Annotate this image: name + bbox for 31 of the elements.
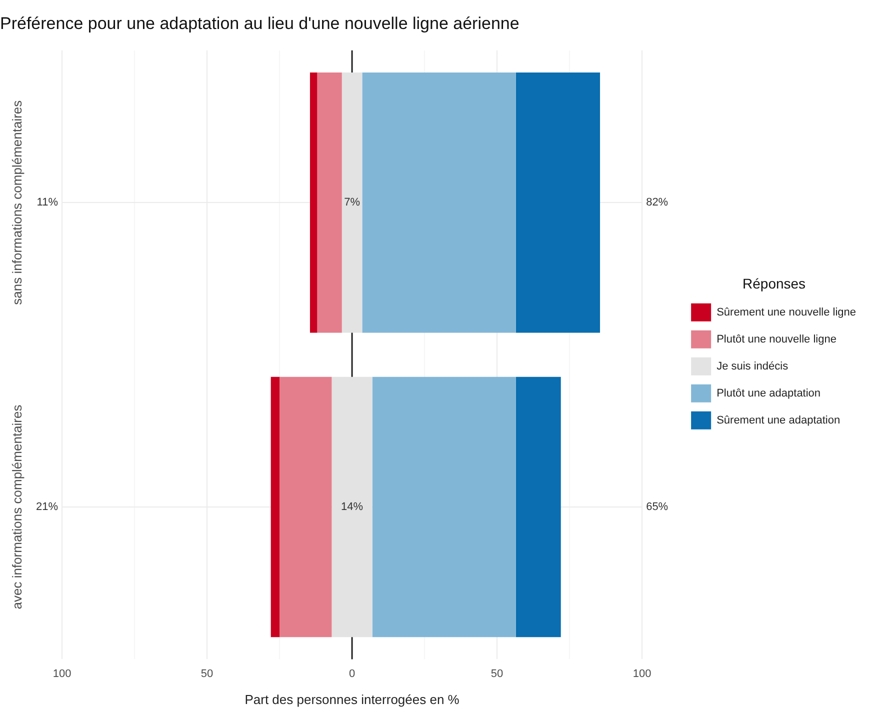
x-tick-label: 50: [200, 668, 214, 680]
x-tick-label: 0: [348, 668, 356, 680]
legend-label: Plutôt une nouvelle ligne: [716, 333, 836, 346]
legend-label: Sûrement une nouvelle ligne: [716, 306, 856, 318]
legend-label: Sûrement une adaptation: [716, 414, 840, 426]
y-tick-label: sans informations complémentaires: [10, 100, 25, 305]
bar: [516, 376, 561, 638]
bar: [270, 376, 280, 638]
legend-title: Réponses: [742, 275, 806, 292]
chart-title: Préférence pour une adaptation au lieu d'une nouvelle ligne aérienne: [0, 14, 520, 33]
data-label: 7%: [344, 196, 360, 209]
text: 65%: [646, 501, 668, 514]
bar: [362, 72, 516, 333]
bar: [372, 376, 516, 638]
legend-label: Je suis indécis: [716, 360, 789, 372]
bar: [332, 376, 372, 638]
bar: [280, 376, 332, 638]
x-tick-label: 100: [52, 668, 72, 680]
legend-label: Plutôt une adaptation: [716, 387, 821, 400]
bar: [317, 72, 342, 333]
text: 11%: [36, 196, 58, 209]
text: 82%: [646, 196, 668, 209]
bar: [310, 72, 318, 333]
text: 21%: [36, 501, 58, 514]
x-tick-label: 100: [632, 668, 652, 680]
bar: [342, 72, 362, 333]
x-axis-title: Part des personnes interrogées en %: [244, 692, 460, 707]
y-tick-label: avec informations complémentaires: [10, 404, 25, 610]
bar: [516, 72, 600, 333]
data-label: 14%: [341, 501, 364, 514]
x-tick-label: 50: [490, 668, 504, 680]
